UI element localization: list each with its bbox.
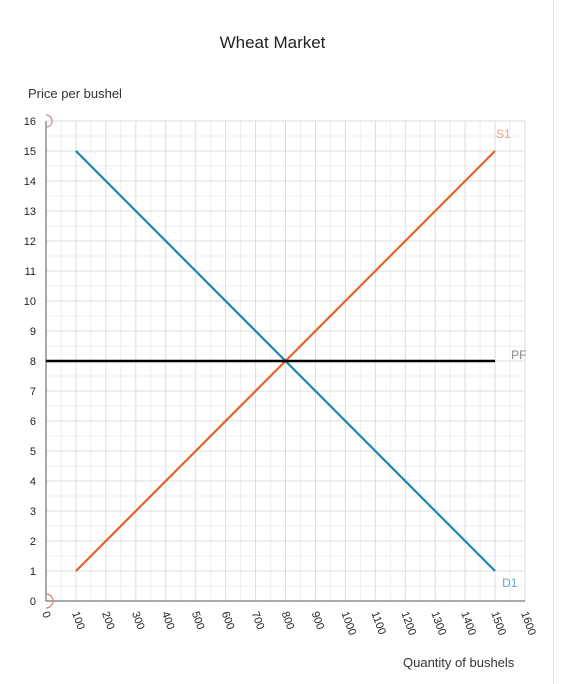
x-axis-label: Quantity of bushels [403,655,515,670]
series-label-pf: PF [511,348,526,362]
top-axis-handle [45,114,53,128]
x-tick-label: 200 [99,610,117,631]
y-tick-label: 11 [25,266,36,278]
x-tick-label: 1000 [339,610,359,637]
x-tick-label: 100 [69,610,87,631]
chart-title: Wheat Market [219,33,326,52]
y-tick-label: 2 [30,536,36,548]
x-tick-label: 1100 [368,610,387,636]
y-tick-label: 0 [30,596,36,608]
y-tick-label: 1 [30,566,36,578]
x-tick-label: 600 [219,610,237,631]
y-tick-label: 14 [24,176,36,188]
x-tick-label: 300 [129,610,147,631]
x-tick-label: 700 [249,610,267,631]
y-tick-label: 16 [24,116,36,128]
y-tick-label: 6 [30,416,36,428]
x-tick-label: 1500 [488,610,508,637]
x-tick-label: 1300 [428,610,448,637]
y-axis-label: Price per bushel [28,86,122,101]
x-tick-label: 900 [309,610,327,631]
y-tick-label: 8 [30,356,36,368]
x-tick-label: 0 [39,610,52,620]
x-tick-label: 1200 [398,610,418,637]
y-tick-label: 4 [30,476,36,488]
series-label-s1: S1 [496,127,511,141]
y-tick-label: 12 [24,236,36,248]
y-tick-label: 7 [30,386,36,398]
x-tick-label: 1400 [458,610,478,637]
x-tick-label: 400 [159,610,177,631]
x-tick-label: 500 [189,610,207,631]
y-tick-label: 10 [24,296,36,308]
bottom-axis-handle [45,593,54,609]
x-tick-label: 800 [279,610,297,631]
series-label-d1: D1 [502,576,518,590]
y-tick-label: 13 [24,206,36,218]
y-tick-label: 3 [30,506,36,518]
x-tick-label: 1600 [518,610,538,637]
right-border-line [553,0,554,684]
y-tick-label: 5 [30,446,36,458]
y-tick-label: 15 [24,146,36,158]
y-tick-label: 9 [30,326,36,338]
